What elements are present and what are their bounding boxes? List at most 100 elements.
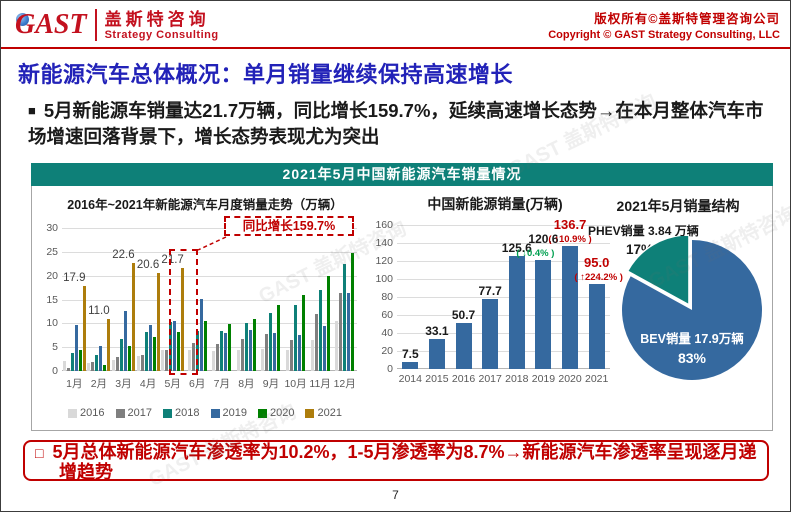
- bar: [111, 359, 115, 371]
- may-highlight-box: [169, 249, 198, 375]
- bar: [228, 324, 232, 371]
- x-axis-tick: 7月: [213, 378, 230, 390]
- gridline: [397, 315, 610, 316]
- x-axis-tick: 2021: [585, 373, 609, 385]
- legend-label: 2020: [269, 407, 295, 419]
- bev-percent-label: 83%: [677, 350, 707, 366]
- bar: [224, 332, 228, 371]
- logo-english-name: Strategy Consulting: [104, 28, 219, 41]
- bar: [123, 310, 127, 371]
- legend-label: 2021: [317, 407, 342, 419]
- bar: [140, 354, 144, 371]
- bar: [191, 342, 195, 371]
- bar: [144, 331, 148, 371]
- copyright-chinese: 版权所有©盖斯特管理咨询公司: [594, 12, 780, 26]
- bar: [220, 330, 224, 371]
- bar-2021: [588, 283, 605, 369]
- penetration-note-text: 5月总体新能源汽车渗透率为10.2%，1-5月渗透率为8.7%→新能源汽车渗透率…: [52, 442, 757, 482]
- bar: [78, 350, 82, 371]
- bar: [326, 275, 330, 371]
- y-axis-tick: 0: [52, 365, 58, 377]
- legend-item-2019: 2019: [210, 407, 247, 419]
- y-axis-tick: 140: [375, 237, 393, 249]
- bar: [347, 293, 351, 371]
- x-axis-tick: 9月: [262, 378, 280, 390]
- bar: [62, 361, 66, 371]
- y-axis-tick: 15: [46, 293, 58, 306]
- bar: [335, 321, 339, 371]
- legend-swatch: [115, 408, 125, 418]
- gridline: [397, 351, 610, 352]
- bar: [248, 330, 252, 371]
- legend-swatch: [305, 408, 315, 418]
- bar: [343, 263, 347, 371]
- yoy-annotation: ( ↑10.9% ): [548, 233, 592, 245]
- bar: [87, 362, 91, 371]
- gridline: [62, 299, 357, 301]
- logo-chinese-name: 盖斯特咨询: [104, 9, 210, 29]
- panel-banner: 2021年5月中国新能源汽车销量情况: [31, 163, 773, 186]
- copyright: 版权所有©盖斯特管理咨询公司 Copyright © GAST Strategy…: [548, 8, 780, 41]
- legend-label: 2017: [127, 407, 153, 419]
- data-label: 50.7: [451, 308, 476, 323]
- x-axis-tick: 8月: [238, 378, 255, 390]
- globe-icon: [16, 13, 29, 26]
- bar-group-10月: [283, 228, 308, 371]
- data-label: 7.5: [401, 347, 419, 362]
- legend-item-2018: 2018: [163, 407, 200, 419]
- monthly-chart-plot: 0 5 10 15 20 25 30 1月 2月 3月 4月 5月 6月 7月 8月 9月 10月 11月 12月 1…: [46, 222, 357, 390]
- data-label-2021: 21.7: [161, 253, 184, 266]
- chart-panel: 2021年5月中国新能源汽车销量情况 2016年~2021年新能源汽车月度销量走…: [31, 163, 773, 431]
- copyright-english: Copyright © GAST Strategy Consulting, LL…: [548, 29, 780, 41]
- legend-item-2021: 2021: [305, 407, 342, 419]
- bar: [277, 305, 281, 371]
- x-axis-tick: 5月: [164, 378, 181, 390]
- y-axis-tick: 40: [381, 327, 393, 339]
- bar: [269, 313, 273, 371]
- y-axis-tick: 5: [52, 341, 58, 354]
- data-label-2021: 11.0: [88, 304, 110, 317]
- x-axis-tick: 1月: [66, 378, 83, 390]
- bar: [91, 362, 95, 371]
- bar: [244, 322, 248, 371]
- x-axis-tick: 2020: [558, 373, 582, 385]
- bar-2018: [508, 255, 525, 369]
- bar: [177, 331, 181, 371]
- legend-label: 2019: [222, 407, 247, 419]
- monthly-chart-legend: 2016 2017 2018 2019 2020 2021: [40, 407, 370, 419]
- bar: [82, 285, 86, 371]
- monthly-chart-title: 2016年~2021年新能源汽车月度销量走势（万辆）: [67, 198, 343, 212]
- data-label: 77.7: [478, 284, 502, 299]
- bar: [298, 335, 302, 371]
- bar: [294, 305, 298, 371]
- pie-slice-bev: [622, 240, 762, 380]
- bar: [265, 333, 269, 371]
- legend-swatch: [163, 408, 173, 418]
- bar: [286, 350, 290, 371]
- growth-callout: 同比增长159.7%: [224, 216, 354, 236]
- bar: [136, 355, 140, 371]
- bev-slice-label: BEV销量 17.9万辆: [640, 332, 744, 346]
- bar: [115, 356, 119, 371]
- bar: [127, 345, 131, 371]
- x-axis-tick: 3月: [115, 378, 132, 390]
- bar-group-7月: [210, 228, 235, 371]
- bar: [261, 349, 265, 371]
- yoy-annotation: ( ↓0.4% ): [516, 248, 555, 260]
- bar: [322, 325, 326, 371]
- data-label-2021: 20.6: [136, 258, 160, 271]
- bar: [199, 298, 203, 371]
- bar: [273, 332, 277, 371]
- page-title: 新能源汽车总体概况：单月销量继续保持高速增长: [18, 62, 514, 87]
- bar: [339, 293, 343, 371]
- legend-swatch: [210, 408, 220, 418]
- bar-2020: [562, 245, 579, 369]
- pie-slice-phev: [626, 236, 690, 307]
- x-axis-tick: 2月: [90, 378, 108, 390]
- data-label-2021: 22.6: [112, 249, 135, 262]
- gridline: [397, 297, 610, 298]
- bar: [318, 290, 322, 371]
- legend-item-2020: 2020: [257, 407, 295, 419]
- bar-group-2月: [87, 228, 112, 371]
- page-number: 7: [392, 488, 399, 502]
